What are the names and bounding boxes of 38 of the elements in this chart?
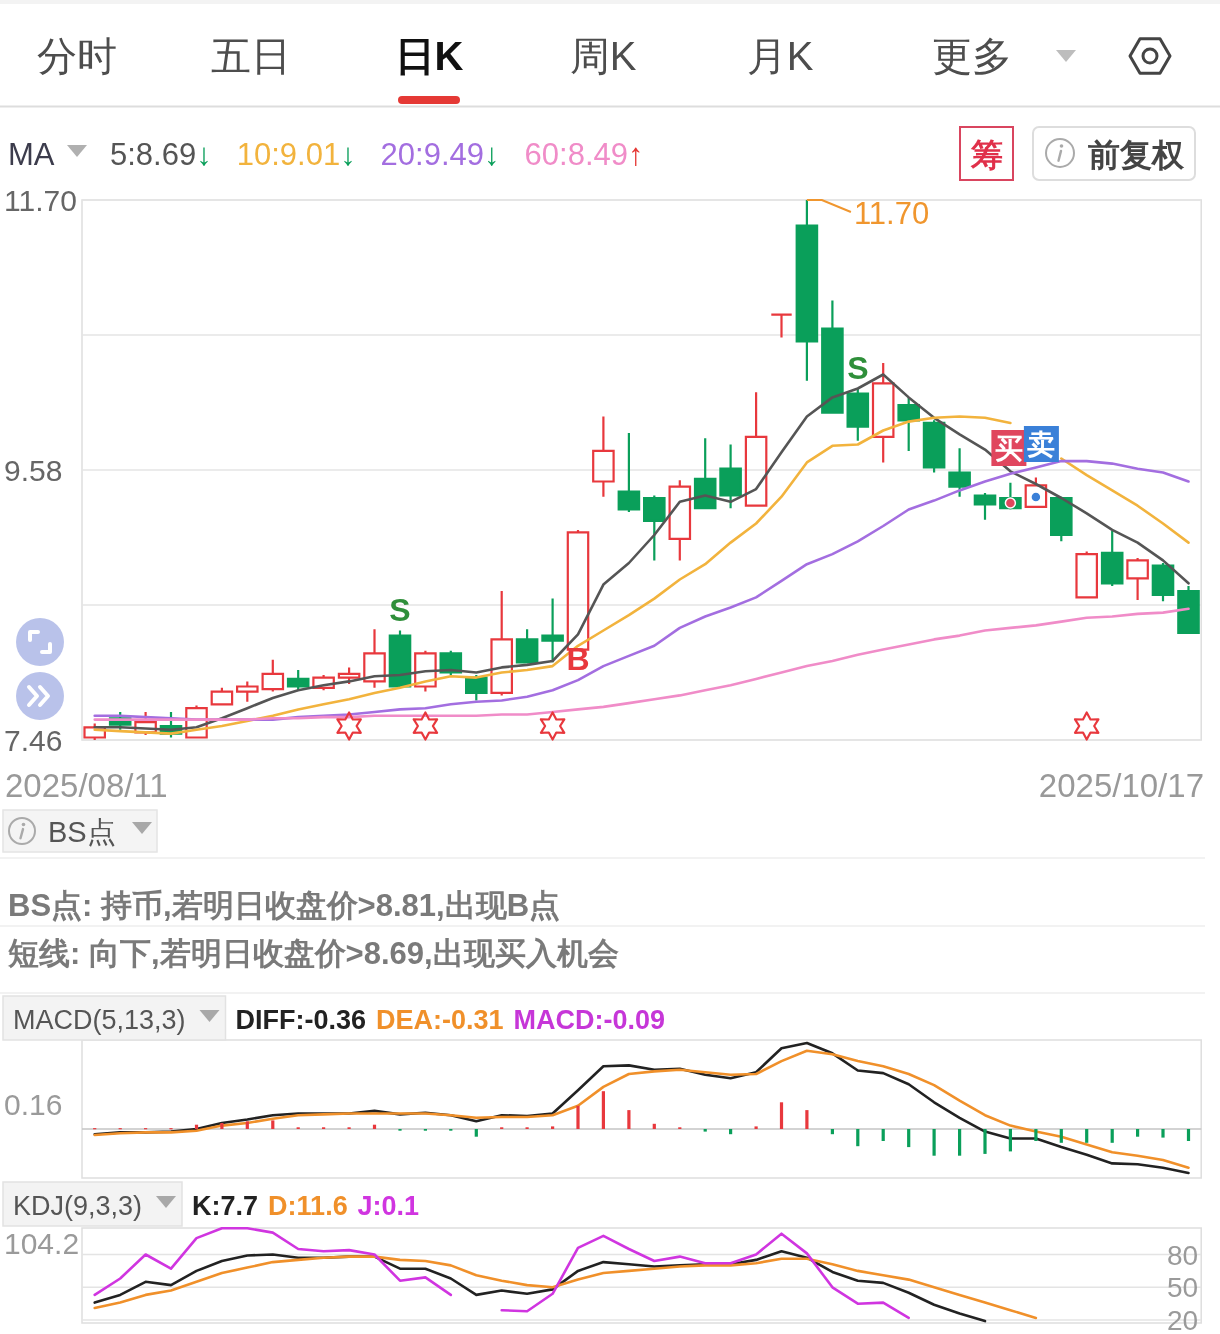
chart-title: MACD(5,13,3) — [13, 1005, 186, 1035]
text: 20:9.49↓ — [380, 137, 500, 172]
text: 104.2 — [4, 1227, 80, 1260]
legend-title: MA — [8, 137, 55, 172]
text: 2025/08/11 — [5, 767, 168, 804]
text: 2025/10/17 — [1038, 767, 1204, 804]
annotation: S — [847, 349, 869, 386]
text: 日K — [394, 34, 464, 78]
y-tick-label: 7.46 — [4, 723, 63, 757]
text: 短线: 向下,若明日收盘价>8.69,出现买入机会 — [7, 936, 619, 971]
chart-title: KDJ(9,3,3) — [13, 1191, 143, 1221]
text: 月K — [746, 34, 814, 78]
y-tick-label: 11.70 — [4, 183, 77, 217]
text: 10:9.01↓ — [236, 137, 356, 172]
text: DEA:-0.31 — [376, 1005, 504, 1035]
series-label: K:7.7 — [192, 1191, 259, 1221]
text: DIFF:-0.36 — [235, 1005, 367, 1035]
text: 更多 — [932, 34, 1012, 78]
text: BS点 — [48, 816, 116, 848]
text: 5:8.69↓ — [110, 137, 212, 172]
text: BS点: 持币,若明日收盘价>8.81,出现B点 — [8, 888, 561, 923]
series-label: J:0.1 — [357, 1191, 420, 1221]
text: 60:8.49↑ — [524, 137, 644, 172]
y-tick-label: 50 — [1167, 1272, 1199, 1304]
text: 筹 — [969, 137, 1003, 173]
text: 分时 — [37, 34, 117, 78]
series-label: D:11.6 — [268, 1191, 348, 1221]
text: MACD:-0.09 — [513, 1005, 666, 1035]
y-tick-label: 9.58 — [4, 453, 63, 487]
annotation: S — [389, 591, 411, 628]
annotation: B — [566, 640, 590, 677]
y-tick-label: 80 — [1167, 1239, 1199, 1271]
annotation: 11.70 — [853, 196, 930, 231]
text: 五日 — [211, 34, 291, 78]
text: 前复权 — [1088, 137, 1185, 173]
text: 周K — [569, 34, 637, 78]
text: 0.16 — [4, 1088, 63, 1121]
y-tick-label: 20 — [1167, 1305, 1199, 1334]
